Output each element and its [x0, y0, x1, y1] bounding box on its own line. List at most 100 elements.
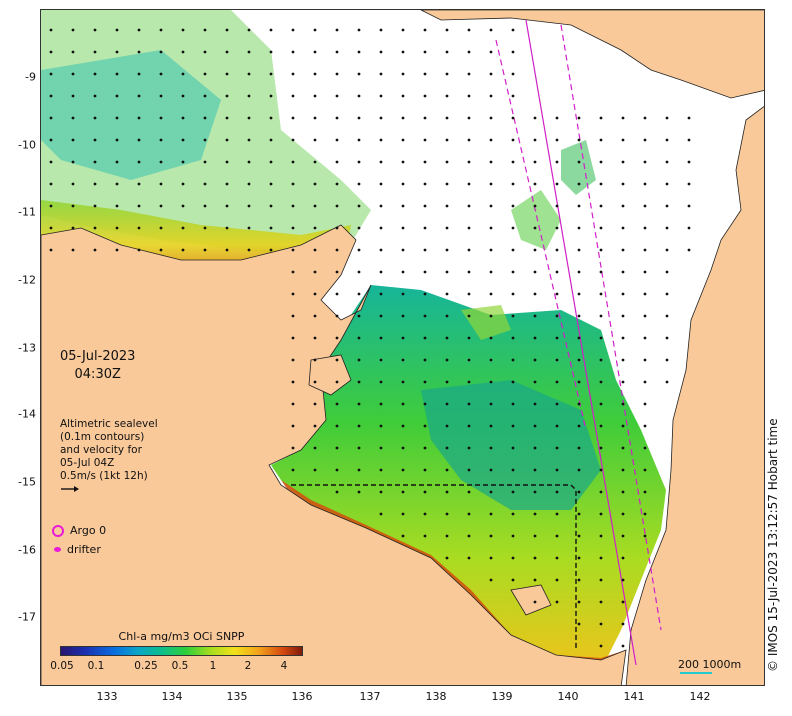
velocity-arrow — [445, 138, 449, 142]
velocity-arrow — [423, 160, 427, 164]
velocity-arrow — [379, 490, 383, 494]
velocity-arrow — [357, 380, 361, 384]
velocity-arrow — [489, 468, 493, 472]
velocity-arrow — [511, 402, 515, 406]
velocity-arrow — [533, 292, 537, 296]
velocity-arrow — [335, 446, 339, 450]
velocity-arrow — [269, 50, 273, 54]
velocity-arrow — [49, 94, 53, 98]
velocity-arrow — [489, 28, 493, 32]
velocity-arrow — [621, 314, 625, 318]
velocity-arrow — [643, 358, 647, 362]
velocity-arrow — [533, 226, 537, 230]
velocity-arrow — [423, 402, 427, 406]
velocity-arrow — [555, 490, 559, 494]
velocity-arrow — [335, 94, 339, 98]
velocity-arrow — [115, 72, 119, 76]
velocity-arrow — [511, 424, 515, 428]
velocity-arrow — [291, 358, 295, 362]
velocity-arrow — [599, 270, 603, 274]
velocity-arrow — [489, 50, 493, 54]
lat-tick: -17 — [18, 610, 36, 624]
velocity-arrow — [313, 358, 317, 362]
velocity-arrow — [423, 72, 427, 76]
velocity-arrow — [335, 204, 339, 208]
velocity-arrow — [599, 138, 603, 142]
velocity-arrow — [423, 28, 427, 32]
velocity-arrow — [489, 336, 493, 340]
velocity-arrow — [357, 72, 361, 76]
velocity-arrow — [357, 94, 361, 98]
velocity-arrow — [599, 490, 603, 494]
velocity-arrow — [225, 182, 229, 186]
velocity-arrow — [313, 116, 317, 120]
velocity-arrow — [489, 512, 493, 516]
velocity-arrow — [599, 160, 603, 164]
velocity-arrow — [533, 314, 537, 318]
velocity-arrow — [379, 72, 383, 76]
velocity-arrow — [687, 226, 691, 230]
velocity-arrow — [511, 446, 515, 450]
velocity-arrow — [71, 138, 75, 142]
colorbar-tick: 0.5 — [171, 660, 189, 672]
velocity-arrow — [313, 28, 317, 32]
velocity-arrow — [401, 116, 405, 120]
velocity-arrow — [555, 512, 559, 516]
velocity-arrow — [379, 28, 383, 32]
velocity-arrow — [115, 248, 119, 252]
velocity-arrow — [555, 534, 559, 538]
velocity-arrow — [357, 358, 361, 362]
velocity-arrow — [137, 28, 141, 32]
velocity-arrow — [203, 72, 207, 76]
velocity-arrow — [269, 94, 273, 98]
velocity-arrow — [621, 578, 625, 582]
velocity-arrow — [643, 336, 647, 340]
lon-tick: 138 — [425, 690, 447, 703]
velocity-arrow — [665, 160, 669, 164]
velocity-arrow — [665, 270, 669, 274]
lat-tick: -16 — [18, 543, 36, 557]
velocity-arrow — [467, 72, 471, 76]
velocity-arrow — [379, 292, 383, 296]
velocity-arrow — [555, 358, 559, 362]
velocity-arrow — [511, 292, 515, 296]
velocity-arrow — [269, 182, 273, 186]
velocity-arrow — [225, 248, 229, 252]
velocity-arrow — [599, 424, 603, 428]
velocity-arrow — [49, 182, 53, 186]
velocity-arrow — [247, 28, 251, 32]
lon-tick: 136 — [291, 690, 313, 703]
date-time-label: 05-Jul-2023 04:30Z — [60, 348, 135, 384]
velocity-arrow — [621, 358, 625, 362]
velocity-arrow — [533, 204, 537, 208]
velocity-arrow — [467, 512, 471, 516]
velocity-arrow — [423, 424, 427, 428]
velocity-arrow — [489, 116, 493, 120]
velocity-arrow — [489, 424, 493, 428]
velocity-arrow — [643, 270, 647, 274]
velocity-arrow — [379, 424, 383, 428]
altimetry-line: 0.5m/s (1kt 12h) — [60, 470, 148, 482]
lat-tick: -12 — [18, 273, 36, 287]
velocity-arrow — [555, 248, 559, 252]
velocity-arrow — [577, 512, 581, 516]
velocity-arrow — [577, 600, 581, 604]
velocity-arrow — [401, 182, 405, 186]
velocity-arrow — [379, 160, 383, 164]
velocity-arrow — [511, 578, 515, 582]
velocity-arrow — [225, 72, 229, 76]
velocity-arrow — [621, 380, 625, 384]
velocity-arrows — [49, 28, 691, 648]
velocity-arrow — [555, 578, 559, 582]
velocity-arrow — [577, 226, 581, 230]
velocity-arrow — [379, 468, 383, 472]
velocity-arrow — [137, 94, 141, 98]
velocity-arrow — [599, 622, 603, 626]
velocity-arrow — [379, 380, 383, 384]
velocity-arrow — [423, 204, 427, 208]
velocity-arrow — [379, 248, 383, 252]
velocity-arrow — [467, 468, 471, 472]
velocity-arrow — [137, 182, 141, 186]
velocity-arrow — [291, 446, 295, 450]
argo-ring-icon — [52, 524, 64, 537]
